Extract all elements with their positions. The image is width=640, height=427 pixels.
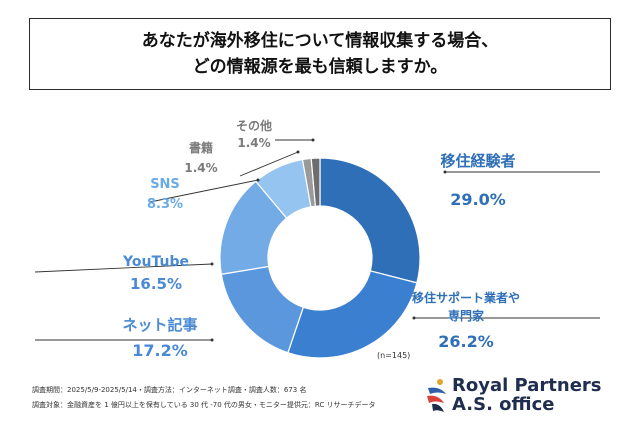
category-label-4: YouTube (122, 254, 189, 270)
value-label-6: 1.4% (184, 161, 217, 175)
sample-size-label: (n=145) (377, 351, 410, 360)
leader-dot-2 (412, 316, 416, 320)
value-label-4: 16.5% (130, 275, 182, 293)
leader-dot-4 (210, 262, 214, 266)
category-label-6: 書籍 (189, 140, 213, 155)
question-title-box: あなたが海外移住について情報収集する場合、 どの情報源を最も信頼しますか。 (29, 18, 611, 90)
leader-dot-1 (443, 170, 447, 174)
value-label-7: 1.4% (237, 136, 270, 150)
donut-slice-3 (220, 265, 305, 354)
category-label-7: その他 (236, 118, 272, 133)
survey-info-line-2: 調査対象：金融資産を 1 億円以上を保有している 30 代 -70 代の男女・モ… (32, 401, 376, 409)
leader-dot-3 (210, 338, 214, 342)
leader-line-5 (149, 179, 259, 203)
brand-logo-icon (427, 379, 446, 412)
donut-slice-1 (319, 157, 421, 284)
brand-name-line-2: A.S. office (452, 394, 555, 415)
survey-info-line-1: 調査期間：2025/5/9-2025/5/14・調査方法：インターネット調査・調… (32, 386, 307, 394)
value-label-3: 17.2% (132, 341, 188, 360)
category-label-1: 移住経験者 (440, 152, 515, 170)
leader-dot-7 (311, 138, 315, 142)
donut-slice-7 (310, 157, 321, 207)
leader-dot-5 (256, 178, 260, 182)
leader-line-4 (34, 263, 213, 273)
category-label-2-line-2: 専門家 (448, 308, 485, 323)
question-title-line-2: どの情報源を最も信頼しますか。 (192, 57, 448, 77)
leader-dot-6 (296, 150, 300, 154)
category-label-3: ネット記事 (122, 316, 197, 334)
brand-name-line-1: Royal Partners (452, 375, 602, 396)
value-label-2: 26.2% (438, 332, 494, 351)
category-label-5: SNS (150, 177, 180, 192)
donut-slice-2 (287, 270, 418, 359)
leader-line-6 (239, 151, 299, 177)
value-label-1: 29.0% (450, 190, 506, 209)
question-title-line-1: あなたが海外移住について情報収集する場合、 (141, 31, 499, 51)
category-label-2-line-1: 移住サポート業者や (412, 290, 520, 305)
value-label-5: 8.3% (147, 197, 183, 212)
